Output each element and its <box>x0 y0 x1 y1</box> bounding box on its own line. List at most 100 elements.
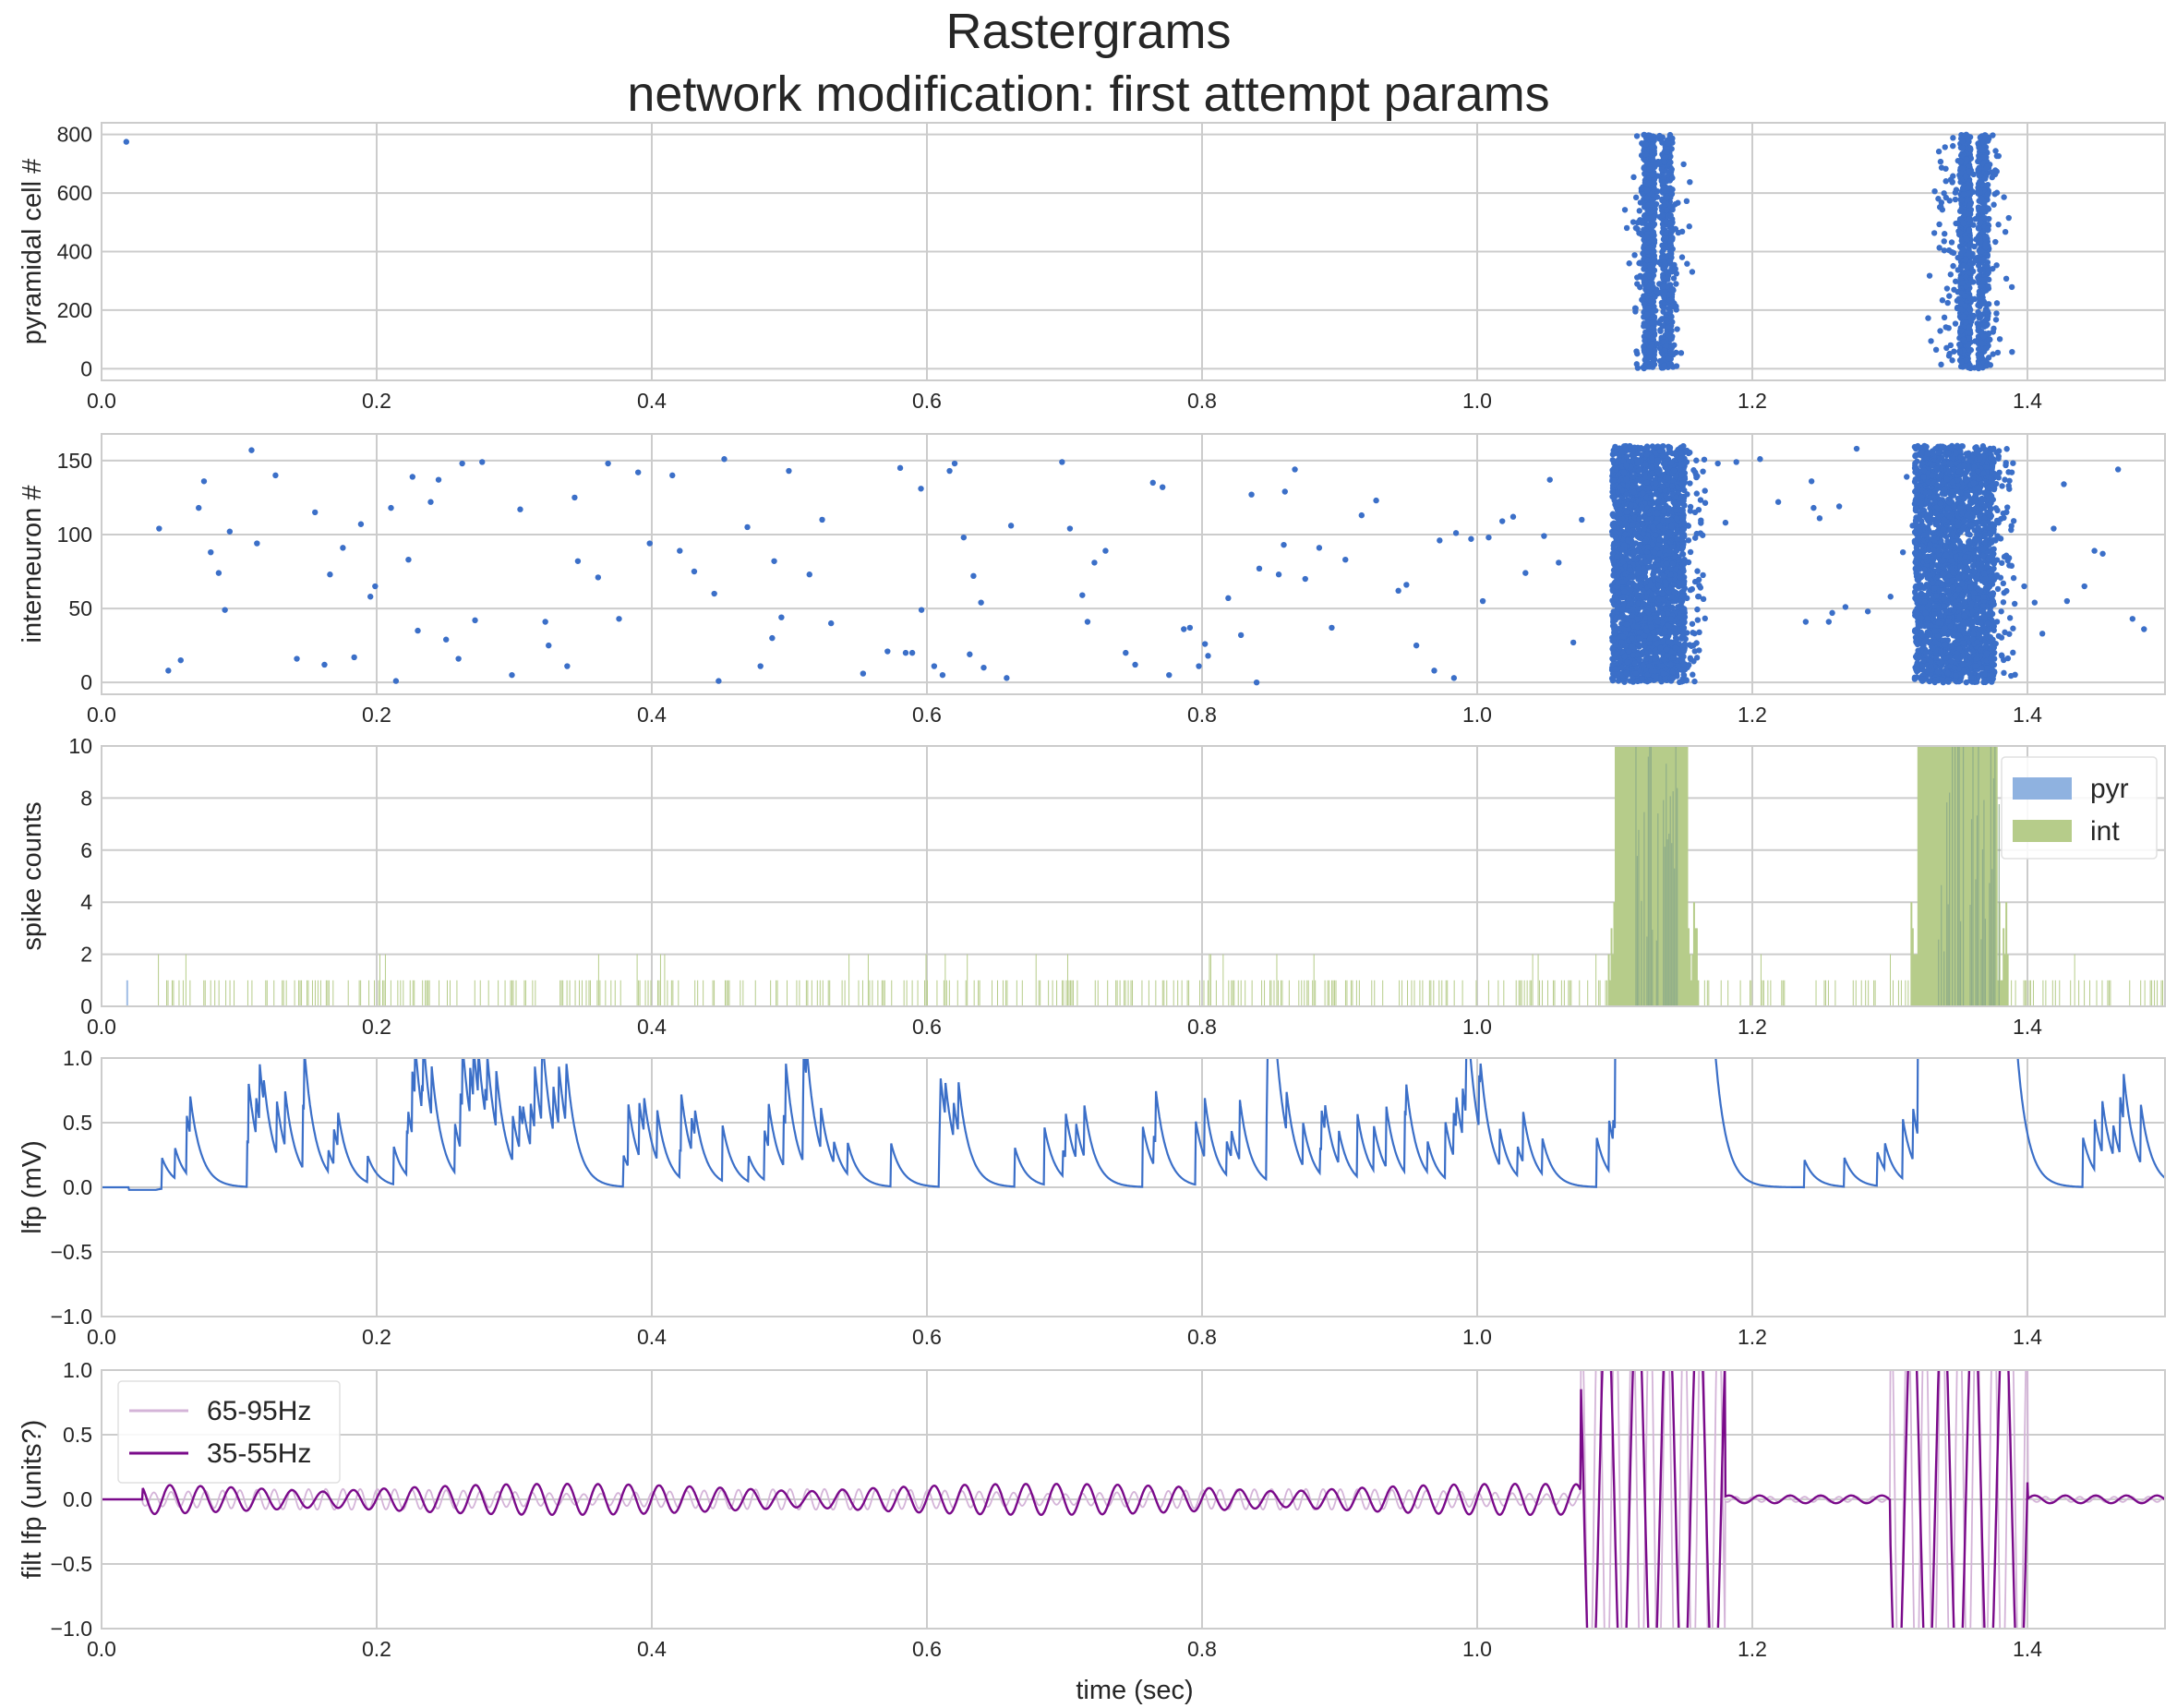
spike-point <box>1963 273 1969 281</box>
spike-point <box>1541 533 1547 539</box>
spike-point <box>1640 565 1647 571</box>
spike-point <box>1937 158 1944 165</box>
spike-point <box>1648 135 1654 142</box>
spike-point <box>1663 343 1669 349</box>
spike-point <box>1643 311 1651 318</box>
spike-point <box>1621 207 1629 213</box>
spike-point <box>1658 663 1665 669</box>
spike-point <box>226 528 234 535</box>
spike-point <box>1669 668 1676 675</box>
spike-point <box>1621 653 1629 660</box>
spike-point <box>1655 582 1663 589</box>
spike-point <box>1678 533 1686 540</box>
spike-point <box>931 663 938 669</box>
spike-point <box>1638 186 1645 192</box>
spike-point <box>1963 256 1969 262</box>
spike-point <box>1943 344 1950 352</box>
spike-point <box>1666 495 1672 502</box>
spike-point <box>1976 173 1983 179</box>
spike-point <box>1941 314 1948 321</box>
spike-point <box>1663 207 1670 213</box>
spike-point <box>1660 572 1666 580</box>
y-tick-label: 600 <box>57 181 92 205</box>
spike-point <box>1658 254 1666 260</box>
spike-point <box>1678 583 1684 589</box>
spike-point <box>1650 157 1656 163</box>
spike-point <box>1651 148 1657 154</box>
spike-point <box>2021 583 2027 590</box>
spike-point <box>1649 470 1655 476</box>
spike-point <box>716 678 722 684</box>
spike-point <box>1186 624 1194 631</box>
spike-point <box>1948 248 1955 256</box>
plot-area <box>123 131 2015 372</box>
spike-point <box>1978 291 1985 297</box>
spike-point <box>1978 195 1985 202</box>
spike-point <box>1627 567 1634 573</box>
spike-point <box>1984 225 1991 232</box>
spike-point <box>1941 247 1948 254</box>
spike-point <box>1666 307 1673 314</box>
spike-point <box>1978 282 1985 289</box>
spike-point <box>1673 271 1679 277</box>
spike-point <box>1675 199 1681 206</box>
spike-point <box>1522 570 1529 576</box>
spike-point <box>1649 591 1655 598</box>
y-tick-label: 800 <box>57 123 92 147</box>
spike-point <box>1681 502 1688 509</box>
spike-point <box>509 671 515 679</box>
spike-point <box>1618 553 1625 559</box>
spike-point <box>1292 466 1298 473</box>
spike-point <box>1986 337 1992 343</box>
spike-point <box>1644 161 1652 168</box>
spike-point <box>1965 343 1972 349</box>
figure-title-line2: network modification: first attempt para… <box>627 66 1549 122</box>
spike-point <box>1980 256 1987 263</box>
spike-point <box>1669 174 1676 181</box>
spike-point <box>1666 361 1673 367</box>
spike-point <box>1948 239 1955 246</box>
x-tick-label: 1.2 <box>1738 389 1767 413</box>
spike-point <box>1983 344 1991 352</box>
spike-point <box>1992 238 1999 246</box>
spike-point <box>1957 170 1965 177</box>
spike-point <box>1653 490 1659 498</box>
spike-point <box>1958 290 1965 296</box>
spike-point <box>1986 215 1992 223</box>
spike-point <box>1663 560 1670 567</box>
spike-point <box>1468 535 1474 542</box>
spike-point <box>1963 356 1969 364</box>
spike-point <box>1650 607 1656 613</box>
spike-point <box>605 460 611 467</box>
pyramidal-raster-panel: 0.0 0.2 0.4 0.6 0.8 1.0 1.2 1.40200400600800pyr… <box>18 122 2166 413</box>
spike-point <box>1672 266 1678 272</box>
x-tick-label: 1.4 <box>2013 703 2042 727</box>
spike-point <box>254 540 260 547</box>
spike-point <box>1959 165 1966 173</box>
spike-point <box>517 506 523 512</box>
spike-point <box>1960 209 1967 216</box>
spike-point <box>634 469 642 475</box>
y-axis-label: interneuron # <box>18 486 47 644</box>
spike-point <box>1959 138 1966 145</box>
spike-point <box>1659 590 1666 597</box>
spike-point <box>778 614 785 620</box>
spike-point <box>1670 275 1678 282</box>
spike-point <box>1647 583 1654 589</box>
spike-point <box>1634 678 1642 685</box>
spike-point <box>327 571 333 578</box>
spike-point <box>1993 262 2000 269</box>
spike-point <box>1641 637 1647 644</box>
x-tick-label: 0.8 <box>1187 703 1217 727</box>
spike-point <box>1645 245 1653 251</box>
spike-point <box>272 472 279 479</box>
spike-point <box>1645 355 1653 361</box>
spike-point <box>222 607 228 613</box>
spike-point <box>1972 338 1979 344</box>
spike-point <box>1669 560 1676 567</box>
spike-point <box>1609 511 1617 517</box>
spike-point <box>1666 258 1674 264</box>
spike-point <box>1988 169 1995 175</box>
spike-point <box>415 627 421 634</box>
